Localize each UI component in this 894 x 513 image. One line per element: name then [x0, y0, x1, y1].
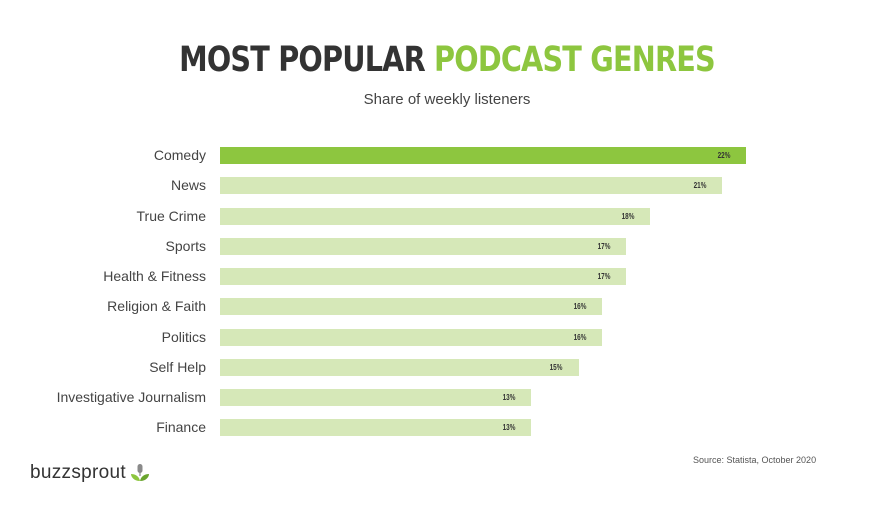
- brand-logo: buzzsprout: [30, 462, 150, 484]
- bar: 13%: [220, 389, 531, 406]
- bar: 16%: [220, 328, 603, 346]
- value-label: 21%: [693, 181, 707, 191]
- category-label: True Crime: [136, 207, 207, 224]
- category-label: Comedy: [153, 147, 206, 163]
- bar-row: Comedy 22%: [0, 147, 894, 164]
- bar: 17%: [220, 237, 627, 255]
- bar: 21%: [220, 177, 722, 195]
- brand-wordmark: buzzsprout: [30, 462, 126, 483]
- value-label: 13%: [502, 423, 516, 433]
- category-label: Sports: [165, 237, 206, 254]
- value-label: 16%: [573, 302, 587, 312]
- bar-row: Politics 16%: [0, 328, 894, 346]
- bar: 22%: [220, 147, 746, 164]
- value-label: 16%: [573, 332, 587, 342]
- chart-title: MOST POPULAR PODCAST GENRES: [80, 38, 813, 82]
- bar: 18%: [220, 207, 651, 225]
- bar-row: Finance 13%: [0, 419, 894, 437]
- value-label: 22%: [717, 151, 731, 160]
- value-label: 15%: [550, 362, 563, 372]
- title-accent-part: PODCAST GENRES: [434, 40, 716, 80]
- category-label: Health & Fitness: [103, 268, 206, 284]
- category-label: News: [170, 177, 206, 194]
- bar-row: True Crime 18%: [0, 207, 894, 225]
- bar: 16%: [220, 298, 603, 316]
- category-label: Investigative Journalism: [56, 389, 206, 405]
- source-note: Source: Statista, October 2020: [693, 455, 817, 465]
- bar-row: Investigative Journalism 13%: [0, 389, 894, 406]
- bar-row: Religion & Faith 16%: [0, 298, 894, 316]
- category-label: Politics: [161, 328, 206, 345]
- chart-subtitle: Share of weekly listeners: [363, 91, 531, 108]
- sprout-microphone-icon: [130, 464, 149, 481]
- value-label: 18%: [621, 211, 635, 221]
- value-label: 17%: [597, 241, 611, 251]
- category-label: Self Help: [149, 358, 206, 375]
- category-label: Finance: [156, 419, 206, 436]
- bar: 13%: [220, 419, 531, 437]
- bar-row: Sports 17%: [0, 237, 894, 255]
- bar-row: News 21%: [0, 177, 894, 195]
- category-label: Religion & Faith: [107, 298, 206, 315]
- value-label: 17%: [597, 272, 611, 281]
- bar-row: Health & Fitness 17%: [0, 268, 894, 285]
- title-dark-part: MOST POPULAR: [179, 40, 435, 80]
- bar-row: Self Help 15%: [0, 358, 894, 376]
- bar: 17%: [220, 268, 627, 285]
- value-label: 13%: [502, 393, 516, 402]
- bar: 15%: [220, 358, 579, 376]
